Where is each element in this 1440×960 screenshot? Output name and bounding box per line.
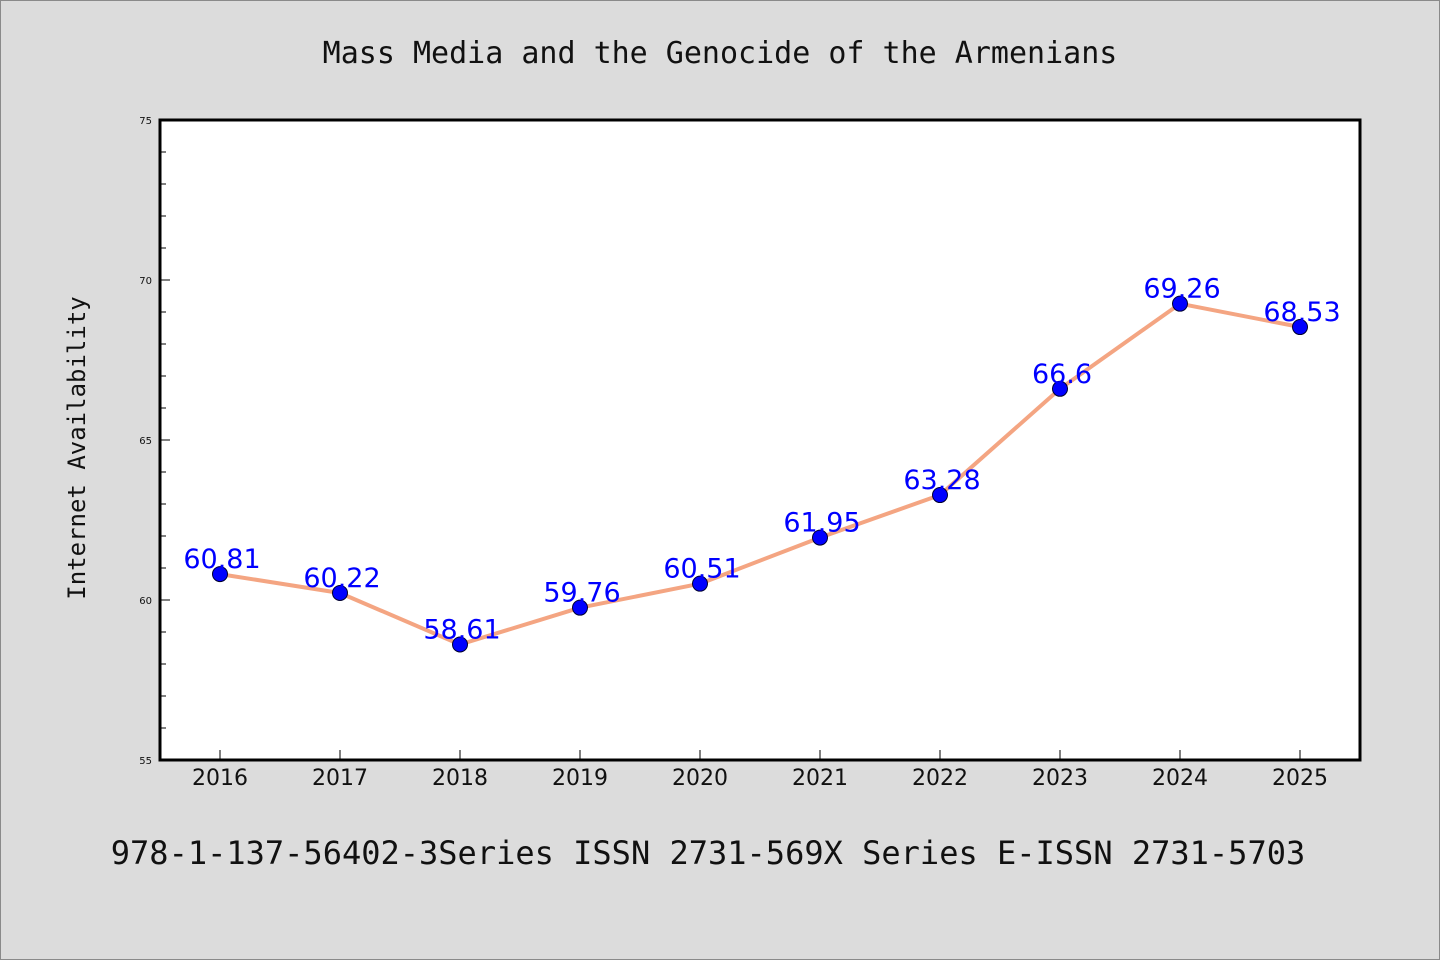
data-labels: 60.81 60.22 58.61 59.76 60.51 61.95 63.28 66.6 6… [183, 274, 1340, 646]
x-tick-label: 2025 [1272, 766, 1328, 791]
x-tick-label: 2019 [552, 766, 608, 791]
x-tick-label: 2018 [432, 766, 488, 791]
x-tick-label: 2017 [312, 766, 368, 791]
y-tick-label: 70 [139, 276, 152, 287]
data-point [812, 529, 828, 546]
y-tick-label: 75 [139, 116, 152, 127]
data-point [332, 584, 348, 601]
data-label: 63.28 [903, 465, 980, 496]
data-label: 60.22 [303, 563, 380, 594]
y-tick-label: 55 [139, 756, 152, 767]
data-point [1172, 295, 1188, 312]
data-point [572, 599, 588, 616]
data-label: 58.61 [423, 614, 500, 645]
series-layer [212, 295, 1308, 653]
data-label: 59.76 [543, 578, 620, 609]
x-axis: 2016 2017 2018 2019 2020 2021 2022 2023 2024 2025 [192, 750, 1328, 791]
x-tick-label: 2021 [792, 766, 848, 791]
data-point [692, 575, 708, 592]
isbn-issn-footer: 978-1-137-56402-3Series ISSN 2731-569X S… [111, 834, 1305, 872]
data-label: 69.26 [1143, 274, 1220, 305]
x-tick-label: 2016 [192, 766, 248, 791]
y-axis-label: Internet Availability [63, 296, 91, 599]
x-tick-label: 2020 [672, 766, 728, 791]
y-tick-label: 60 [139, 596, 152, 607]
x-tick-label: 2024 [1152, 766, 1208, 791]
data-point [452, 636, 468, 653]
data-point [1292, 319, 1308, 336]
data-point [212, 566, 228, 583]
data-label: 61.95 [783, 508, 860, 539]
data-label: 68.53 [1263, 297, 1340, 328]
chart-title: Mass Media and the Genocide of the Armen… [323, 36, 1118, 71]
data-label: 60.81 [183, 544, 260, 575]
plot-area [158, 118, 1362, 762]
y-axis: 55 60 65 70 75 [139, 116, 170, 767]
x-tick-label: 2023 [1032, 766, 1088, 791]
data-label: 66.6 [1032, 359, 1092, 390]
data-point [1052, 380, 1068, 397]
x-tick-label: 2022 [912, 766, 968, 791]
y-tick-label: 65 [139, 436, 152, 447]
data-point [932, 487, 948, 504]
series-line [219, 301, 1301, 647]
data-label: 60.51 [663, 554, 740, 585]
